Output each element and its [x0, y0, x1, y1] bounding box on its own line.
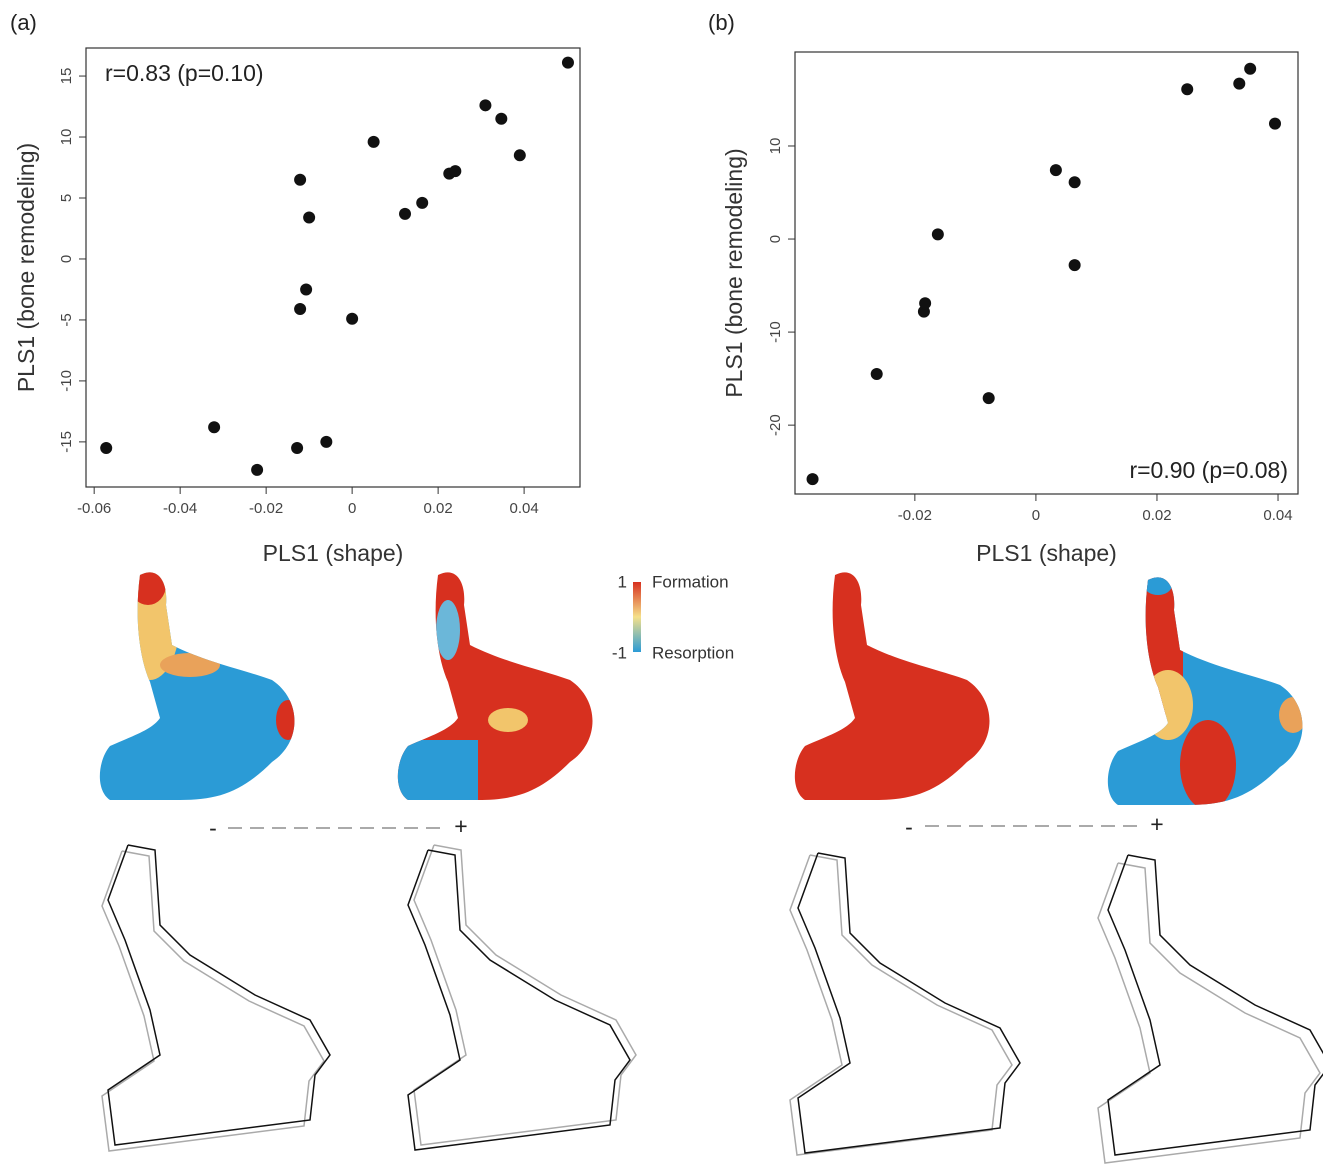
heatmap — [1107, 577, 1303, 805]
y-axis-label: PLS1 (bone remodeling) — [721, 148, 747, 397]
scatter-point — [1068, 176, 1081, 189]
x-tick-label: 0.02 — [1142, 507, 1171, 524]
x-tick-label: -0.06 — [77, 500, 111, 517]
scatter-point — [416, 196, 429, 209]
scatter-point — [870, 367, 883, 380]
x-axis-label: PLS1 (shape) — [263, 540, 404, 566]
scatter-point — [300, 283, 313, 296]
plot-frame — [794, 51, 1299, 495]
y-tick-label: 15 — [58, 68, 75, 85]
y-tick-label: 10 — [767, 138, 784, 155]
scatter-point — [1068, 259, 1081, 272]
scatter-point — [291, 441, 304, 454]
x-tick-label: -0.04 — [163, 500, 197, 517]
scatter-point — [931, 228, 944, 241]
scatter-point — [982, 392, 995, 405]
y-tick-label: -15 — [58, 431, 75, 453]
y-axis-label: PLS1 (bone remodeling) — [13, 143, 39, 392]
scatter-point — [294, 173, 307, 186]
x-tick-label: 0.04 — [510, 500, 539, 517]
y-tick-label: 0 — [58, 255, 75, 263]
scatter-point — [449, 165, 462, 178]
scatter-point — [495, 112, 508, 125]
arrow-plus: + — [454, 813, 467, 839]
annotation: r=0.90 (p=0.08) — [1129, 457, 1288, 483]
y-tick-label: 0 — [767, 235, 784, 243]
y-tick-label: 10 — [58, 129, 75, 146]
colorbar-max: 1 — [618, 572, 627, 591]
x-tick-label: 0 — [1032, 507, 1040, 524]
x-axis-label: PLS1 (shape) — [976, 540, 1117, 566]
scatter-point — [1268, 117, 1281, 130]
arrow-minus: - — [905, 814, 913, 840]
scatter-point — [346, 312, 359, 325]
y-tick-label: -5 — [58, 313, 75, 326]
colorbar-max-label: Formation — [652, 572, 729, 591]
scatter-point — [399, 207, 412, 220]
scatter-point — [1244, 62, 1257, 75]
x-tick-label: -0.02 — [898, 507, 932, 524]
panel-label: (b) — [708, 10, 735, 35]
scatter-point — [100, 441, 113, 454]
arrow-minus: - — [209, 815, 217, 841]
x-tick-label: -0.02 — [249, 500, 283, 517]
scatter-point — [303, 211, 316, 224]
scatter-point — [294, 302, 307, 315]
scatter-point — [251, 463, 264, 476]
scatter-point — [561, 56, 574, 69]
x-tick-label: 0 — [348, 500, 356, 517]
plot-frame — [85, 47, 581, 488]
scatter-point — [1181, 83, 1194, 96]
heatmap — [397, 572, 593, 800]
y-tick-label: 5 — [58, 194, 75, 202]
colorbar-min: -1 — [612, 643, 627, 662]
scatter-point — [919, 297, 932, 310]
outlines — [101, 844, 1323, 1164]
scatter-point — [806, 473, 819, 486]
heatmap — [794, 572, 990, 800]
scatter-point — [1233, 77, 1246, 90]
scatter-point — [1049, 164, 1062, 177]
y-tick-label: -20 — [767, 414, 784, 436]
arrow-plus: + — [1150, 811, 1163, 837]
scatter-point — [208, 421, 221, 434]
panel-label: (a) — [10, 10, 37, 35]
colorbar-min-label: Resorption — [652, 643, 734, 662]
scatter-point — [479, 99, 492, 112]
scatter-point — [367, 135, 380, 148]
y-tick-label: -10 — [767, 321, 784, 343]
annotation: r=0.83 (p=0.10) — [105, 60, 264, 86]
scatter-point — [513, 149, 526, 162]
heatmap — [99, 572, 295, 800]
scatter-point — [320, 435, 333, 448]
y-tick-label: -10 — [58, 370, 75, 392]
x-tick-label: 0.04 — [1263, 507, 1292, 524]
colorbar — [633, 582, 641, 652]
x-tick-label: 0.02 — [424, 500, 453, 517]
